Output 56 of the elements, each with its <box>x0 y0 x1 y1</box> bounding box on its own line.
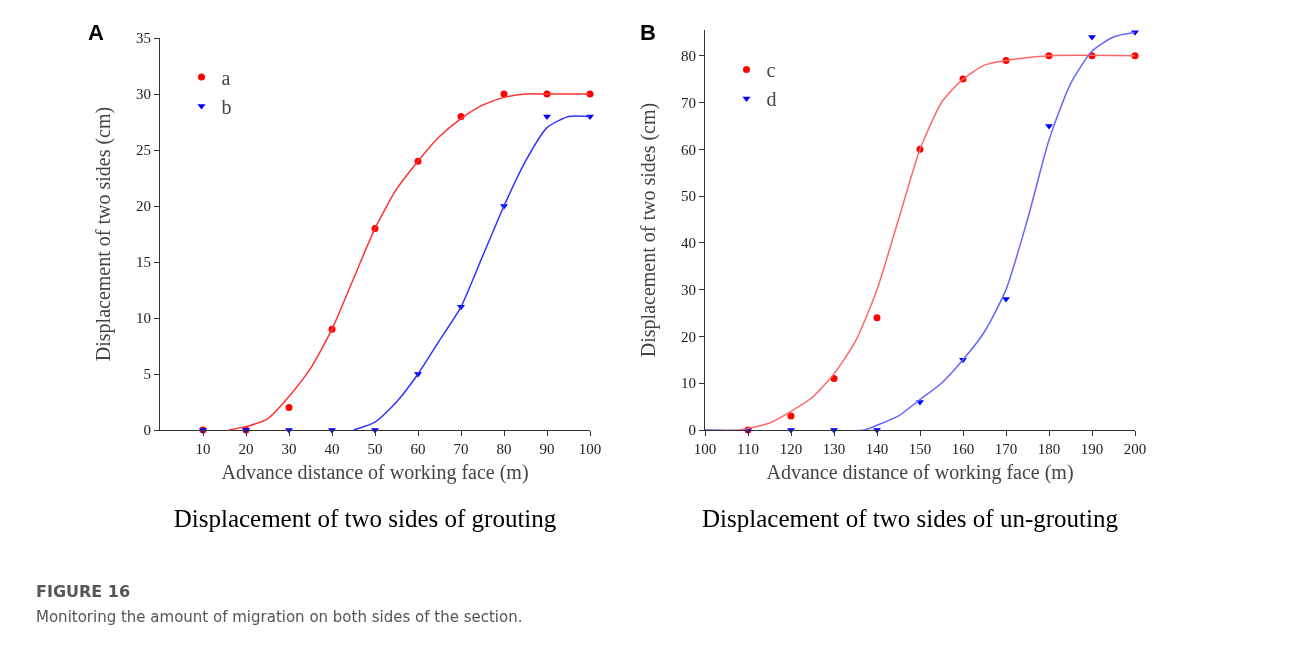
x-tick-label: 170 <box>994 441 1018 457</box>
x-tick-label: 120 <box>779 441 803 457</box>
x-tick-label: 140 <box>865 441 889 457</box>
x-axis-title: Advance distance of working face (m) <box>766 460 1074 484</box>
x-tick-label: 80 <box>496 441 512 457</box>
x-tick-label: 70 <box>453 441 469 457</box>
legend-label: b <box>221 95 232 118</box>
y-tick-label: 0 <box>143 422 151 439</box>
y-tick-label: 80 <box>681 47 696 64</box>
text: Displacement of two sides of grouting <box>172 505 558 533</box>
x-tick-label: 50 <box>367 441 383 457</box>
x-tick-label: 180 <box>1037 441 1061 457</box>
x-tick-label: 40 <box>324 441 340 457</box>
x-tick-label: 20 <box>238 441 254 457</box>
y-tick-label: 35 <box>136 30 151 47</box>
legend-label: d <box>766 88 777 111</box>
y-tick-label: 70 <box>681 94 696 111</box>
x-tick-label: 160 <box>951 441 975 457</box>
y-tick-label: 40 <box>681 235 696 252</box>
point <box>873 314 881 322</box>
y-axis-title: Displacement of two sides (cm) <box>637 102 660 358</box>
x-tick-label: 100 <box>578 441 602 457</box>
caption: FIGURE 16 <box>36 582 131 601</box>
x-axis-title: Advance distance of working face (m) <box>221 460 529 484</box>
x-tick-label: 200 <box>1123 441 1147 457</box>
x-tick-label: 110 <box>737 441 759 457</box>
x-tick-label: 60 <box>410 441 426 457</box>
y-tick-label: 30 <box>681 281 696 298</box>
x-tick-label: 150 <box>908 441 932 457</box>
y-tick-label: 10 <box>136 310 151 327</box>
point <box>1131 52 1139 60</box>
y-tick-label: 20 <box>136 198 151 215</box>
x-tick-label: 10 <box>195 441 211 457</box>
legend-label: a <box>221 66 231 89</box>
x-tick-label: 190 <box>1080 441 1104 457</box>
y-tick-label: 15 <box>136 254 151 271</box>
y-tick-label: 50 <box>681 188 696 205</box>
y-axis-title: Displacement of two sides (cm) <box>92 106 115 362</box>
y-tick-label: 60 <box>681 141 696 158</box>
text: Monitoring the amount of migration on both sides of the section. <box>36 608 523 626</box>
x-tick-label: 90 <box>539 441 555 457</box>
y-tick-label: 20 <box>681 328 696 345</box>
x-tick-label: 100 <box>693 441 717 457</box>
x-tick-label: 30 <box>281 441 297 457</box>
text: B <box>640 20 656 46</box>
point <box>787 412 795 420</box>
y-tick-label: 25 <box>136 142 151 159</box>
y-tick-label: 10 <box>681 375 696 392</box>
x-tick-label: 130 <box>822 441 846 457</box>
text: A <box>88 20 104 46</box>
y-tick-label: 5 <box>143 366 151 383</box>
y-tick-label: 0 <box>688 422 696 439</box>
legend-label: c <box>766 59 776 82</box>
y-tick-label: 30 <box>136 86 151 103</box>
point <box>285 404 293 412</box>
text: Displacement of two sides of un-grouting <box>701 505 1119 533</box>
